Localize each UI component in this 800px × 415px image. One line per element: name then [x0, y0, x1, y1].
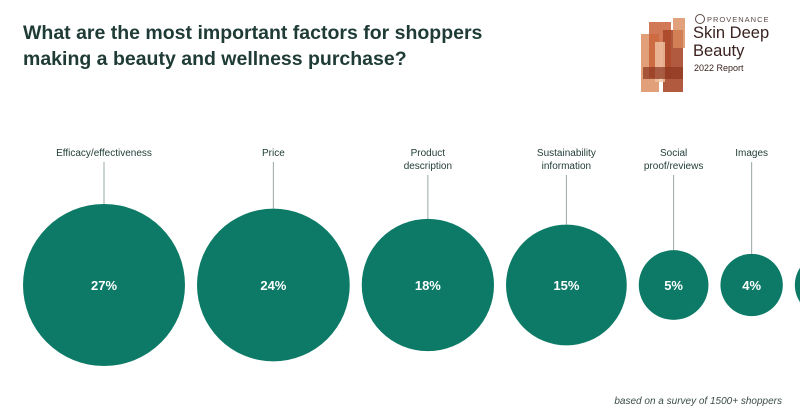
value-label: 15% — [553, 278, 579, 293]
value-label: 24% — [260, 278, 286, 293]
category-label: Sustainability — [537, 148, 596, 159]
value-label: 4% — [742, 278, 761, 293]
bubble — [197, 208, 350, 362]
brand-company: PROVENANCE — [695, 14, 770, 24]
bubble — [506, 224, 627, 346]
bubble — [23, 204, 185, 366]
report-year: 2022 Report — [694, 63, 744, 73]
category-label: description — [404, 161, 452, 172]
category-label: Social — [660, 148, 687, 159]
category-label: Product — [411, 148, 446, 159]
category-label: Images — [735, 148, 768, 159]
value-label: 5% — [664, 278, 683, 293]
category-label: proof/reviews — [644, 161, 703, 172]
value-label: 27% — [91, 278, 117, 293]
provenance-mark-icon — [695, 14, 705, 24]
category-label: information — [542, 161, 591, 172]
report-title: Skin Deep Beauty — [693, 24, 770, 60]
bubble — [638, 250, 709, 320]
brand-company-text: PROVENANCE — [707, 15, 770, 24]
category-label: Price — [262, 148, 285, 159]
footnote: based on a survey of 1500+ shoppers — [614, 396, 782, 407]
bubble — [794, 267, 800, 303]
chart-title: What are the most important factors for … — [23, 22, 483, 70]
bubble — [720, 253, 783, 317]
bubble — [361, 218, 495, 352]
brand-logo — [641, 18, 685, 92]
category-label: Efficacy/effectiveness — [56, 148, 152, 159]
value-label: 18% — [415, 278, 441, 293]
